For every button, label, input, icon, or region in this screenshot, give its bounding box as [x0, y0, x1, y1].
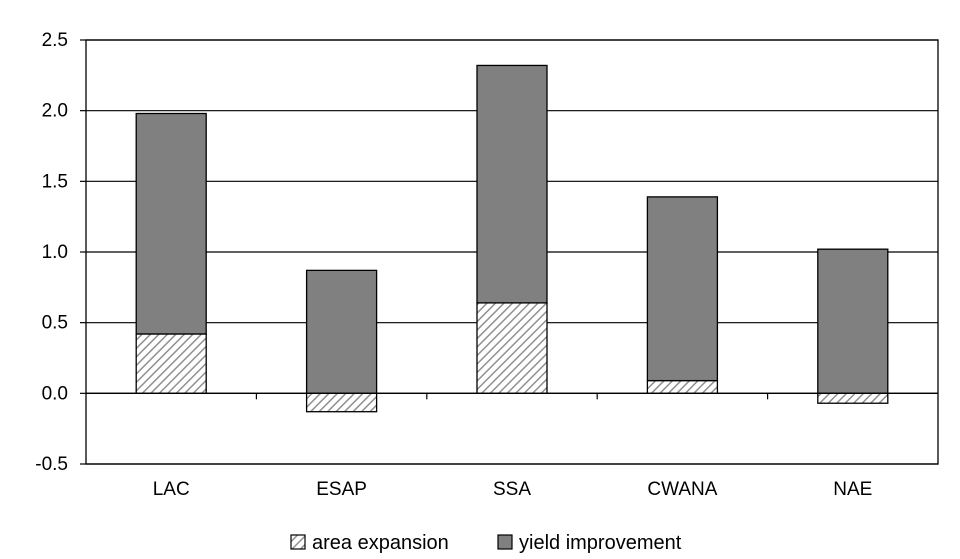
legend-label: area expansion [312, 532, 449, 554]
x-tick-label: ESAP [316, 479, 367, 500]
y-tick-label: 2.5 [42, 30, 68, 51]
bars [135, 64, 889, 413]
bar-cwana-yield-improvement [646, 196, 719, 382]
y-tick-label: 0.5 [42, 313, 68, 334]
legend-label: yield improvement [519, 532, 682, 554]
legend-swatch-area-expansion [290, 534, 306, 550]
bar-lac-yield-improvement [135, 112, 207, 335]
y-tick-label: 1.0 [42, 242, 68, 263]
legend-swatch-yield-improvement [497, 534, 513, 550]
bar-cwana-area-expansion [646, 379, 719, 394]
bar-ssa-area-expansion [476, 302, 548, 394]
bar-nae-yield-improvement [817, 248, 889, 394]
y-tick-label: -0.5 [35, 454, 68, 475]
bar-esap-yield-improvement [305, 269, 378, 394]
y-tick-label: 0.0 [42, 383, 68, 404]
x-tick-labels: LAC ESAP SSA CWANA NAE [153, 479, 873, 500]
bar-ssa-yield-improvement [476, 64, 548, 304]
x-tick-label: LAC [153, 479, 190, 500]
x-tick-label: CWANA [647, 479, 717, 500]
x-tick-label: NAE [833, 479, 872, 500]
x-tick-label: SSA [493, 479, 531, 500]
axes [80, 39, 939, 465]
y-tick-label: 1.5 [42, 171, 68, 192]
bar-lac-area-expansion [135, 333, 207, 394]
y-tick-label: 2.0 [42, 101, 68, 122]
bar-nae-area-expansion [817, 392, 889, 404]
plot-area-border [85, 39, 939, 465]
bar-esap-area-expansion [305, 392, 378, 413]
legend: area expansion yield improvement [290, 532, 682, 554]
y-tick-labels: -0.5 0.0 0.5 1.0 1.5 2.0 2.5 [35, 30, 68, 475]
